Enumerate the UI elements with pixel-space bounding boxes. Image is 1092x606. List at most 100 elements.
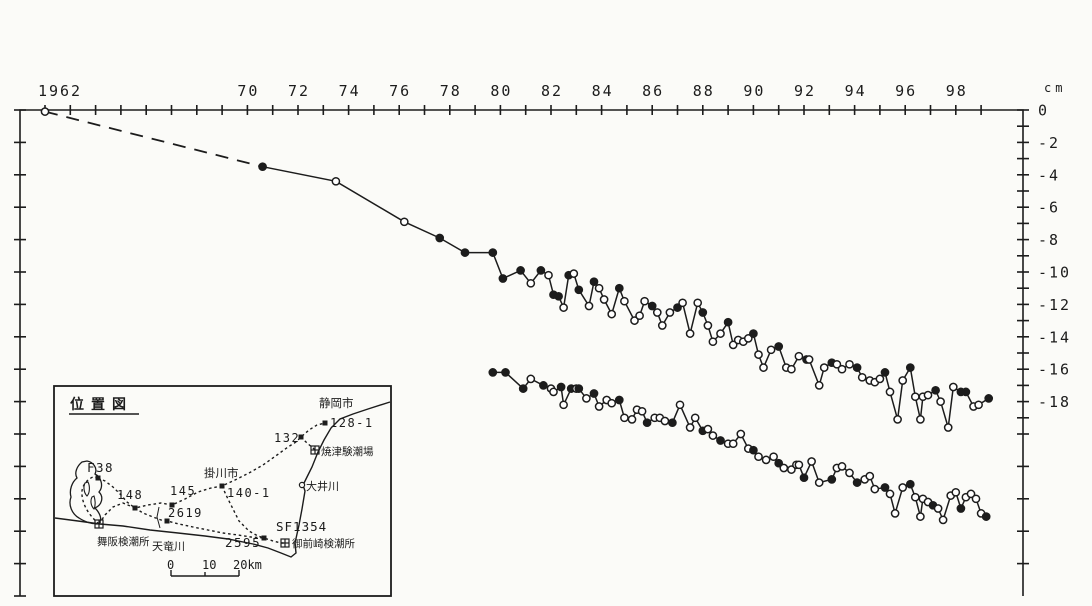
open-data-point — [716, 329, 725, 338]
filled-data-point — [556, 382, 566, 392]
filled-data-point — [774, 342, 784, 351]
filled-data-point — [956, 504, 966, 513]
filled-data-point — [460, 248, 470, 257]
open-data-point — [754, 452, 763, 462]
open-data-point — [898, 376, 908, 385]
filled-data-point — [880, 368, 890, 377]
open-data-point — [857, 372, 867, 382]
filled-data-point — [589, 389, 599, 398]
label-tenryu: 天竜川 — [152, 539, 185, 553]
benchmark-f38 — [95, 475, 101, 481]
year-label: 96 — [895, 82, 917, 100]
open-data-point — [743, 334, 753, 343]
label-148: 148 — [117, 488, 143, 502]
open-data-point — [943, 423, 953, 432]
filled-data-point — [673, 303, 682, 312]
year-label: 78 — [440, 82, 462, 100]
filled-data-point — [554, 291, 563, 301]
open-data-point — [559, 400, 568, 410]
open-data-point — [526, 374, 536, 384]
filled-data-point — [488, 248, 498, 257]
open-data-point — [675, 400, 685, 410]
cm-axis-label: -14 — [1038, 328, 1071, 346]
filled-data-point — [668, 418, 677, 428]
open-data-point — [938, 515, 948, 525]
open-data-point — [819, 363, 829, 372]
open-data-point — [885, 387, 895, 397]
open-data-point — [620, 296, 629, 306]
lower-leveling-series — [488, 368, 991, 525]
open-data-point — [832, 359, 842, 369]
cm-axis-label: -16 — [1038, 361, 1071, 379]
filled-data-point — [931, 385, 940, 395]
open-data-point — [685, 423, 695, 432]
open-data-point — [870, 484, 880, 494]
open-data-point — [910, 392, 920, 402]
open-data-point — [865, 471, 875, 481]
open-data-point — [690, 413, 700, 423]
open-data-point — [885, 489, 895, 499]
filled-data-point — [716, 436, 725, 445]
year-label: 88 — [693, 82, 715, 100]
filled-data-point — [852, 478, 862, 487]
open-data-point — [761, 455, 771, 465]
cm-axis-label: -2 — [1038, 134, 1060, 152]
year-label: 72 — [288, 82, 310, 100]
open-data-point — [875, 374, 885, 384]
open-data-point — [708, 431, 718, 440]
year-label: 80 — [490, 82, 512, 100]
filled-data-point — [614, 283, 624, 293]
open-data-point — [794, 460, 804, 470]
open-data-point — [916, 415, 925, 424]
label-f38: F38 — [87, 460, 114, 475]
open-data-point — [837, 364, 847, 374]
upper-leveling-series — [40, 107, 994, 432]
open-data-point — [569, 269, 579, 278]
filled-data-point — [698, 308, 708, 317]
open-data-point — [331, 176, 341, 186]
label-2619: 2619 — [168, 506, 203, 520]
open-data-point — [693, 298, 703, 308]
upper-leveling-series-dashed-segment — [44, 110, 263, 168]
open-data-point — [665, 308, 675, 317]
filled-data-point — [435, 233, 445, 243]
label-kakegawa: 掛川市 — [204, 466, 239, 480]
open-data-point — [974, 400, 983, 410]
open-data-point — [708, 337, 718, 347]
filled-data-point — [501, 368, 510, 377]
open-data-point — [627, 415, 637, 424]
benchmark-148 — [132, 505, 138, 511]
open-data-point — [594, 283, 604, 293]
open-data-point — [779, 463, 789, 473]
open-data-point — [728, 340, 738, 350]
benchmark-2619 — [164, 518, 170, 524]
filled-data-point — [905, 479, 915, 489]
map-scale-bar: 0 10 20km — [167, 558, 262, 577]
label-140-1: 140-1 — [227, 486, 271, 500]
open-data-point — [637, 406, 647, 416]
open-data-point — [814, 478, 824, 487]
open-data-point — [898, 483, 908, 492]
year-label: 90 — [743, 82, 765, 100]
open-data-point — [951, 487, 961, 497]
open-data-point — [657, 321, 667, 330]
coastline — [54, 401, 391, 558]
open-data-point — [607, 309, 617, 319]
open-data-point — [804, 355, 814, 364]
tide-station-symbols — [94, 445, 320, 548]
label-omaezaki: 御前崎検潮所 — [292, 537, 355, 550]
benchmark-140-1 — [219, 483, 225, 489]
open-data-point — [971, 494, 981, 504]
oigawa-junction-point — [298, 481, 306, 489]
label-maisaka: 舞阪検潮所 — [97, 535, 150, 548]
open-data-point — [652, 308, 662, 317]
open-data-point — [966, 489, 976, 499]
benchmark-132 — [298, 434, 304, 440]
filled-data-point — [880, 483, 890, 492]
open-data-point — [736, 429, 746, 439]
year-label: 98 — [946, 82, 968, 100]
filled-data-point — [258, 162, 267, 172]
filled-data-point — [488, 368, 498, 377]
